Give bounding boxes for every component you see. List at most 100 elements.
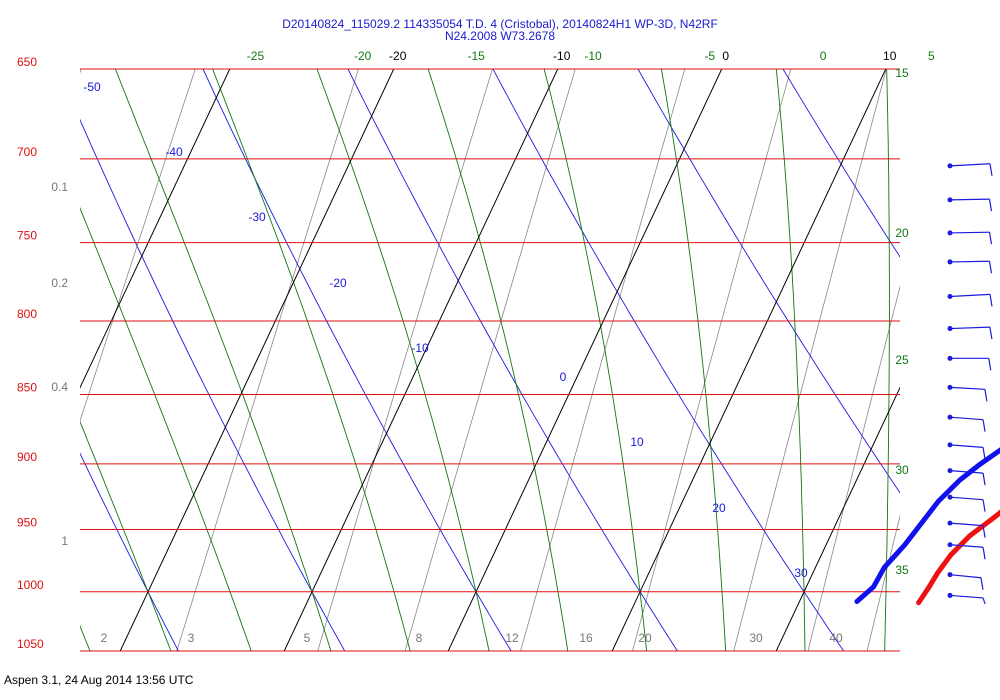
wind-barb-shaft <box>949 522 984 527</box>
pressure-label: 700 <box>17 145 37 159</box>
mixing-ratio-bottom-label: 30 <box>749 631 763 645</box>
wind-barb-flag <box>988 199 993 212</box>
moist-adiabat-line <box>427 69 569 651</box>
dry-adiabat-label: -40 <box>165 145 183 159</box>
moist-adiabat-right-label: 35 <box>895 563 909 577</box>
moist-adiabat-line <box>964 0 994 662</box>
mixing-ratio-bottom-label: 40 <box>829 631 843 645</box>
pressure-label: 650 <box>17 55 37 69</box>
mixing-ratio-line <box>176 69 359 651</box>
wind-barb-flag <box>982 473 986 486</box>
wind-barb-shaft <box>949 496 984 501</box>
footer-version: Aspen 3.1, 24 Aug 2014 13:56 UTC <box>4 673 194 687</box>
wind-barb-flag <box>982 597 986 605</box>
dry-adiabat-line <box>0 0 18 662</box>
wind-barb <box>947 326 993 340</box>
moist-adiabat-right-label: 15 <box>895 66 909 80</box>
isotherm-label: -10 <box>553 49 571 63</box>
wind-barb-shaft <box>949 470 984 474</box>
dry-adiabat-line <box>80 118 346 651</box>
mixing-ratio-line <box>807 285 900 651</box>
wind-barb-shaft <box>949 416 984 421</box>
wind-barb <box>947 197 993 212</box>
moist-adiabat-right-label: 25 <box>895 353 909 367</box>
dry-adiabat-label: -50 <box>83 80 101 94</box>
moist-adiabat-label: -25 <box>247 49 265 63</box>
mixing-ratio-line <box>317 69 493 651</box>
dry-adiabat-label: 20 <box>712 501 726 515</box>
temperature-trace <box>916 509 1000 606</box>
moist-adiabat-line <box>80 625 91 651</box>
mixing-ratio-label: 0.4 <box>51 380 68 394</box>
moist-adiabat-label: -15 <box>467 49 485 63</box>
wind-barb-shaft <box>949 544 984 548</box>
isotherm-line <box>447 69 723 651</box>
moist-adiabat-line <box>884 69 890 651</box>
wind-barb-flag <box>989 327 993 340</box>
wind-barb <box>947 230 993 245</box>
wind-barb-shaft <box>949 594 984 599</box>
wind-barb-flag <box>982 447 986 460</box>
moist-adiabat-line <box>660 69 727 651</box>
wind-barb <box>947 542 986 560</box>
wind-barb-flag <box>982 547 986 560</box>
wind-barb-flag <box>988 261 993 274</box>
isotherm-line <box>283 69 559 651</box>
moist-adiabat-line <box>80 206 252 651</box>
isotherm-line <box>119 69 395 651</box>
pressure-label: 950 <box>17 516 37 530</box>
wind-barb <box>947 468 986 486</box>
dry-adiabat-line <box>347 69 678 651</box>
wind-barb <box>947 293 993 307</box>
wind-barb <box>947 384 988 402</box>
moist-adiabat-label: -5 <box>704 49 715 63</box>
moist-adiabat-line <box>316 69 490 651</box>
isotherm-label: 10 <box>883 49 897 63</box>
dry-adiabat-line <box>492 69 845 651</box>
pressure-label: 850 <box>17 381 37 395</box>
moist-adiabat-line <box>775 69 806 651</box>
wind-barb <box>947 414 986 432</box>
chart-location: N24.2008 W73.2678 <box>444 29 556 43</box>
wind-barb-shaft <box>949 198 990 201</box>
isotherm-label: -20 <box>389 49 407 63</box>
dewpoint-trace <box>854 447 1000 604</box>
dry-adiabat-line <box>202 69 512 651</box>
wind-barb-flag <box>980 577 984 590</box>
moist-adiabat-label: 0 <box>820 49 827 63</box>
moist-adiabat-line <box>114 69 332 651</box>
wind-barb <box>947 592 986 605</box>
wind-barb-shaft <box>949 293 991 298</box>
wind-barb-flag <box>984 389 988 402</box>
dry-adiabat-label: -10 <box>411 341 429 355</box>
mixing-ratio-line <box>80 69 196 423</box>
isotherm-label: 0 <box>722 49 729 63</box>
moist-adiabat-line <box>80 420 172 651</box>
wind-barb-shaft <box>949 260 990 263</box>
mixing-ratio-bottom-label: 20 <box>638 631 652 645</box>
isotherm-line <box>80 69 231 389</box>
mixing-ratio-label: 0.1 <box>51 180 68 194</box>
dry-adiabat-label: 0 <box>560 370 567 384</box>
moist-adiabat-right-label: 20 <box>895 226 909 240</box>
mixing-ratio-bottom-label: 5 <box>304 631 311 645</box>
pressure-label: 1050 <box>17 637 44 651</box>
mixing-ratio-line <box>404 69 576 651</box>
moist-adiabat-line <box>0 0 13 662</box>
sounding-profiles <box>854 447 1000 606</box>
dry-adiabat-line <box>637 69 900 494</box>
mixing-ratio-bottom-label: 2 <box>101 631 108 645</box>
mixing-ratio-line <box>0 0 8 662</box>
dry-adiabat-label: -30 <box>248 210 266 224</box>
chart-title: D20140824_115029.2 114335054 T.D. 4 (Cri… <box>282 17 718 31</box>
wind-barb-shaft <box>949 386 985 390</box>
mixing-ratio-bottom-label: 16 <box>579 631 593 645</box>
pressure-label: 750 <box>17 229 37 243</box>
wind-barb-flag <box>982 525 986 538</box>
pressure-label: 1000 <box>17 578 44 592</box>
wind-barb-shaft <box>949 574 982 579</box>
wind-barb-shaft <box>949 444 984 449</box>
mixing-ratio-bottom-label: 12 <box>505 631 519 645</box>
mixing-ratio-line <box>80 69 82 74</box>
wind-barb <box>947 442 986 460</box>
